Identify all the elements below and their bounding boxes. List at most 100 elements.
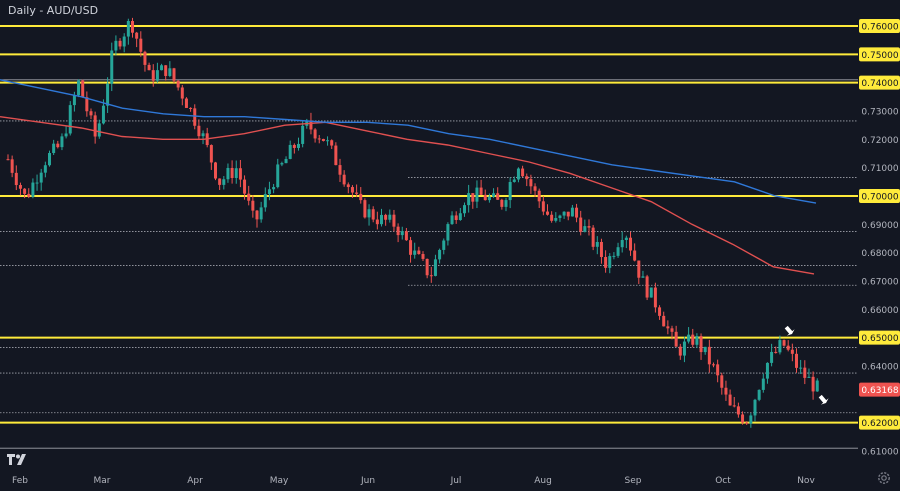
candle-body bbox=[139, 38, 143, 52]
chart-title: Daily - AUD/USD bbox=[8, 4, 99, 17]
price-tick-label: 0.75000 bbox=[861, 51, 898, 61]
candle-body bbox=[525, 176, 529, 180]
ma-slow-line bbox=[0, 79, 817, 204]
candle-body bbox=[309, 120, 313, 130]
last-price-label: 0.63168 bbox=[861, 386, 898, 396]
key-level-badge bbox=[859, 330, 900, 345]
candle-body bbox=[811, 376, 815, 392]
candle-body bbox=[633, 250, 637, 261]
date-tick-label: Nov bbox=[797, 476, 815, 486]
candle-body bbox=[463, 205, 466, 214]
candle-body bbox=[608, 256, 612, 268]
candle-body bbox=[31, 182, 35, 197]
date-tick-label: May bbox=[270, 476, 289, 486]
tradingview-logo-icon[interactable] bbox=[6, 452, 28, 466]
candle-body bbox=[392, 214, 396, 227]
candle-body bbox=[56, 143, 60, 148]
candle-body bbox=[591, 227, 595, 247]
candle-body bbox=[595, 241, 599, 247]
candle-body bbox=[238, 168, 242, 180]
candle-body bbox=[234, 168, 238, 178]
candle-body bbox=[421, 254, 425, 259]
candle-body bbox=[620, 240, 624, 248]
candle-body bbox=[409, 240, 413, 255]
candle-body bbox=[101, 105, 105, 124]
candle-body bbox=[247, 193, 251, 201]
candle-body bbox=[736, 406, 740, 415]
candle-body bbox=[612, 255, 616, 257]
candle-body bbox=[189, 107, 193, 109]
candle-body bbox=[496, 193, 500, 200]
candle-body bbox=[367, 209, 371, 218]
key-level-badge bbox=[859, 189, 900, 203]
candle-body bbox=[541, 201, 545, 212]
candle-body bbox=[583, 226, 587, 232]
candle-body bbox=[475, 187, 479, 202]
candle-body bbox=[487, 196, 491, 201]
candle-body bbox=[338, 165, 342, 175]
candle-body bbox=[263, 194, 267, 208]
candle-body bbox=[649, 287, 653, 298]
key-level-badge bbox=[859, 75, 900, 90]
price-tick-label: 0.70000 bbox=[861, 193, 898, 203]
candle-body bbox=[442, 240, 446, 250]
candle-body bbox=[222, 179, 226, 185]
candle-body bbox=[521, 168, 525, 177]
candle-body bbox=[350, 187, 354, 193]
candle-body bbox=[27, 193, 31, 197]
gear-icon[interactable] bbox=[876, 470, 892, 486]
candle-body bbox=[504, 200, 508, 207]
candle-body bbox=[334, 145, 338, 166]
price-tick-label: 0.72000 bbox=[861, 136, 898, 146]
candle-body bbox=[699, 336, 703, 353]
candle-body bbox=[761, 378, 765, 390]
candle-body bbox=[579, 217, 583, 232]
candle-body bbox=[691, 334, 695, 345]
candle-body bbox=[533, 186, 537, 191]
candle-body bbox=[550, 214, 554, 221]
candle-body bbox=[682, 341, 686, 356]
candle-body bbox=[147, 64, 151, 71]
candle-body bbox=[135, 32, 139, 39]
candle-body bbox=[284, 158, 288, 164]
candle-body bbox=[97, 123, 101, 137]
candle-body bbox=[786, 345, 790, 350]
candle-body bbox=[288, 144, 292, 159]
candle-body bbox=[81, 80, 85, 98]
candle-body bbox=[678, 346, 682, 356]
candle-body bbox=[230, 167, 234, 178]
candle-body bbox=[404, 231, 408, 241]
candle-body bbox=[728, 394, 732, 406]
price-tick-label: 0.71000 bbox=[861, 164, 898, 174]
key-level-badge bbox=[859, 415, 900, 430]
candle-body bbox=[48, 153, 51, 166]
candle-body bbox=[741, 414, 745, 423]
candle-body bbox=[624, 237, 628, 241]
date-tick-label: Sep bbox=[625, 476, 642, 486]
candle-body bbox=[363, 200, 367, 218]
candle-body bbox=[321, 138, 325, 141]
candle-body bbox=[417, 250, 421, 255]
candle-body bbox=[280, 163, 284, 165]
candle-body bbox=[753, 399, 757, 416]
candle-body bbox=[807, 376, 811, 378]
candle-body bbox=[180, 87, 184, 99]
candle-body bbox=[454, 215, 458, 220]
date-tick-label: Aug bbox=[534, 476, 552, 486]
candle-body bbox=[43, 165, 47, 173]
candle-body bbox=[508, 181, 512, 201]
price-tick-label: 0.65000 bbox=[861, 334, 898, 344]
candle-body bbox=[687, 334, 691, 342]
date-tick-label: Jun bbox=[360, 476, 375, 486]
candle-body bbox=[765, 362, 769, 379]
candle-body bbox=[342, 174, 346, 185]
candle-body bbox=[554, 218, 558, 221]
candle-body bbox=[782, 340, 786, 346]
candle-body bbox=[110, 50, 114, 84]
candle-body bbox=[52, 143, 56, 154]
candle-body bbox=[516, 168, 520, 180]
candle-body bbox=[433, 259, 437, 276]
candle-body bbox=[193, 108, 197, 126]
